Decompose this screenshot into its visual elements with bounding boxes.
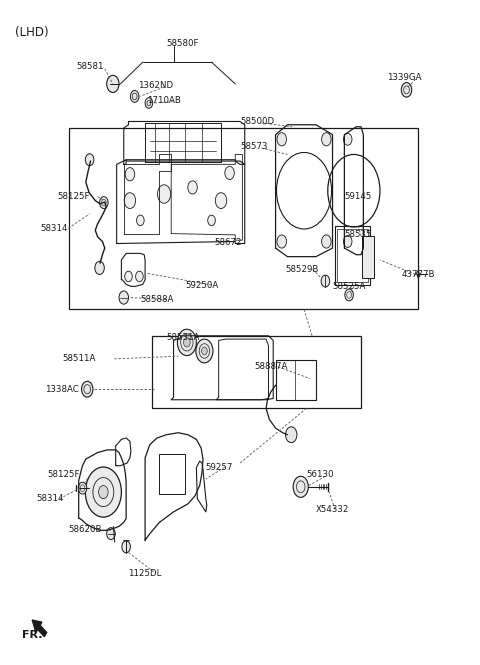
Circle shape [343, 235, 352, 247]
Text: 59257: 59257 [206, 463, 233, 471]
Bar [159, 454, 185, 494]
Text: X54332: X54332 [316, 505, 349, 514]
Circle shape [119, 291, 129, 304]
Text: 1125DL: 1125DL [129, 569, 162, 578]
Circle shape [107, 75, 119, 92]
Text: 56130: 56130 [306, 470, 334, 479]
Circle shape [98, 485, 108, 499]
Text: 59145: 59145 [344, 192, 372, 201]
Circle shape [322, 133, 331, 146]
Circle shape [125, 271, 132, 282]
Circle shape [122, 541, 131, 553]
Bar [152, 336, 361, 408]
Text: 58531A: 58531A [167, 333, 200, 342]
Text: 58125F: 58125F [48, 470, 80, 479]
Circle shape [145, 98, 153, 108]
Circle shape [137, 215, 144, 225]
Circle shape [345, 289, 353, 301]
Text: 58620B: 58620B [68, 525, 102, 533]
Circle shape [202, 347, 207, 355]
Circle shape [216, 193, 227, 209]
Circle shape [286, 427, 297, 443]
Circle shape [124, 193, 136, 209]
Text: 1710AB: 1710AB [147, 96, 181, 105]
Circle shape [85, 154, 94, 166]
Circle shape [188, 181, 197, 194]
Circle shape [277, 235, 287, 248]
Text: 58125F: 58125F [57, 192, 90, 201]
Circle shape [401, 82, 412, 97]
Text: 58529B: 58529B [285, 265, 318, 274]
Bar [337, 229, 368, 282]
Circle shape [131, 90, 139, 102]
Circle shape [85, 467, 121, 517]
Text: 58314: 58314 [36, 494, 63, 503]
Circle shape [107, 528, 115, 539]
Circle shape [293, 476, 308, 497]
FancyArrow shape [32, 620, 47, 636]
Circle shape [157, 185, 171, 203]
Circle shape [82, 381, 93, 397]
Bar [362, 235, 374, 279]
Circle shape [99, 197, 108, 209]
Text: 58314: 58314 [41, 224, 68, 233]
Circle shape [95, 261, 104, 275]
Circle shape [322, 235, 331, 248]
Text: (LHD): (LHD) [14, 26, 48, 39]
Text: FR.: FR. [22, 630, 42, 640]
Bar [69, 128, 418, 309]
Circle shape [125, 168, 135, 181]
Text: 1362ND: 1362ND [138, 81, 173, 90]
Text: 1339GA: 1339GA [387, 73, 421, 82]
Bar [335, 225, 371, 285]
Text: 1338AC: 1338AC [46, 385, 79, 394]
Text: 58535: 58535 [344, 230, 372, 239]
Text: 58500D: 58500D [240, 117, 274, 126]
Text: 59250A: 59250A [185, 281, 219, 289]
Text: 43777B: 43777B [401, 270, 435, 279]
Circle shape [78, 482, 87, 494]
Circle shape [183, 338, 190, 347]
Circle shape [321, 275, 330, 287]
Text: 58580F: 58580F [167, 39, 199, 48]
Circle shape [196, 339, 213, 363]
Circle shape [277, 133, 287, 146]
Text: 58581: 58581 [76, 62, 104, 70]
Circle shape [136, 271, 143, 282]
Text: 58511A: 58511A [62, 354, 96, 363]
Text: 58573: 58573 [240, 142, 267, 151]
Text: 58525A: 58525A [333, 282, 366, 291]
Circle shape [178, 329, 196, 356]
Text: 58887A: 58887A [254, 362, 288, 371]
Circle shape [343, 134, 352, 145]
Text: 58588A: 58588A [140, 295, 174, 304]
Text: 58672: 58672 [214, 237, 241, 247]
Circle shape [225, 166, 234, 180]
Bar [276, 360, 316, 400]
Circle shape [208, 215, 216, 225]
